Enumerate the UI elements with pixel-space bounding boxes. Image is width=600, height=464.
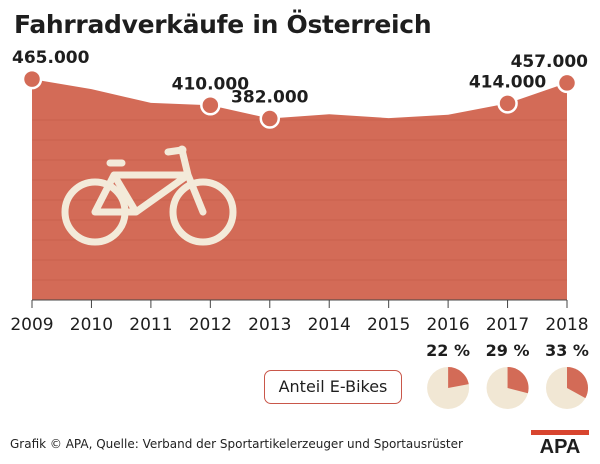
x-tick-label: 2013 (248, 315, 291, 335)
apa-logo: APA (531, 430, 589, 455)
data-marker (200, 95, 221, 116)
data-label: 382.000 (231, 88, 309, 108)
data-marker (259, 108, 281, 129)
data-label: 410.000 (172, 74, 250, 94)
bicycle-icon (61, 145, 237, 246)
bicycle-handlebar (177, 145, 187, 155)
x-tick-label: 2014 (308, 315, 351, 335)
data-label: 457.000 (511, 52, 589, 72)
pie-slice (448, 367, 469, 388)
ebike-percent-label: 33 % (545, 341, 589, 360)
data-label: 414.000 (469, 72, 547, 92)
source-footer: Grafik © APA, Quelle: Verband der Sporta… (10, 437, 463, 451)
x-tick-label: 2011 (129, 315, 172, 335)
x-tick-label: 2015 (367, 315, 410, 335)
ebike-pies: 22 % 29 % 33 % (426, 341, 589, 409)
x-tick-label: 2016 (426, 315, 469, 335)
data-label: 465.000 (12, 48, 90, 68)
x-tick-label: 2009 (10, 315, 53, 335)
ebike-legend: Anteil E-Bikes (264, 370, 402, 404)
data-marker (556, 72, 578, 94)
data-marker (21, 68, 43, 90)
x-tick-label: 2012 (189, 315, 232, 335)
data-marker (497, 93, 518, 114)
x-tick-label: 2018 (545, 315, 588, 335)
ebike-percent-label: 22 % (426, 341, 470, 360)
logo-text: APA (540, 436, 581, 455)
chart-title: Fahrradverkäufe in Österreich (14, 10, 432, 39)
x-axis-ticks: 2009 2010 2011 2012 2013 2014 2015 2016 2017 2018 (10, 299, 589, 335)
markers-layer (21, 68, 578, 129)
x-tick-label: 2017 (486, 315, 529, 335)
pie-slice (567, 367, 589, 399)
ebike-percent-label: 29 % (486, 341, 530, 360)
x-tick-label: 2010 (70, 315, 113, 335)
pie-slice (507, 367, 529, 394)
series-area (32, 79, 567, 300)
